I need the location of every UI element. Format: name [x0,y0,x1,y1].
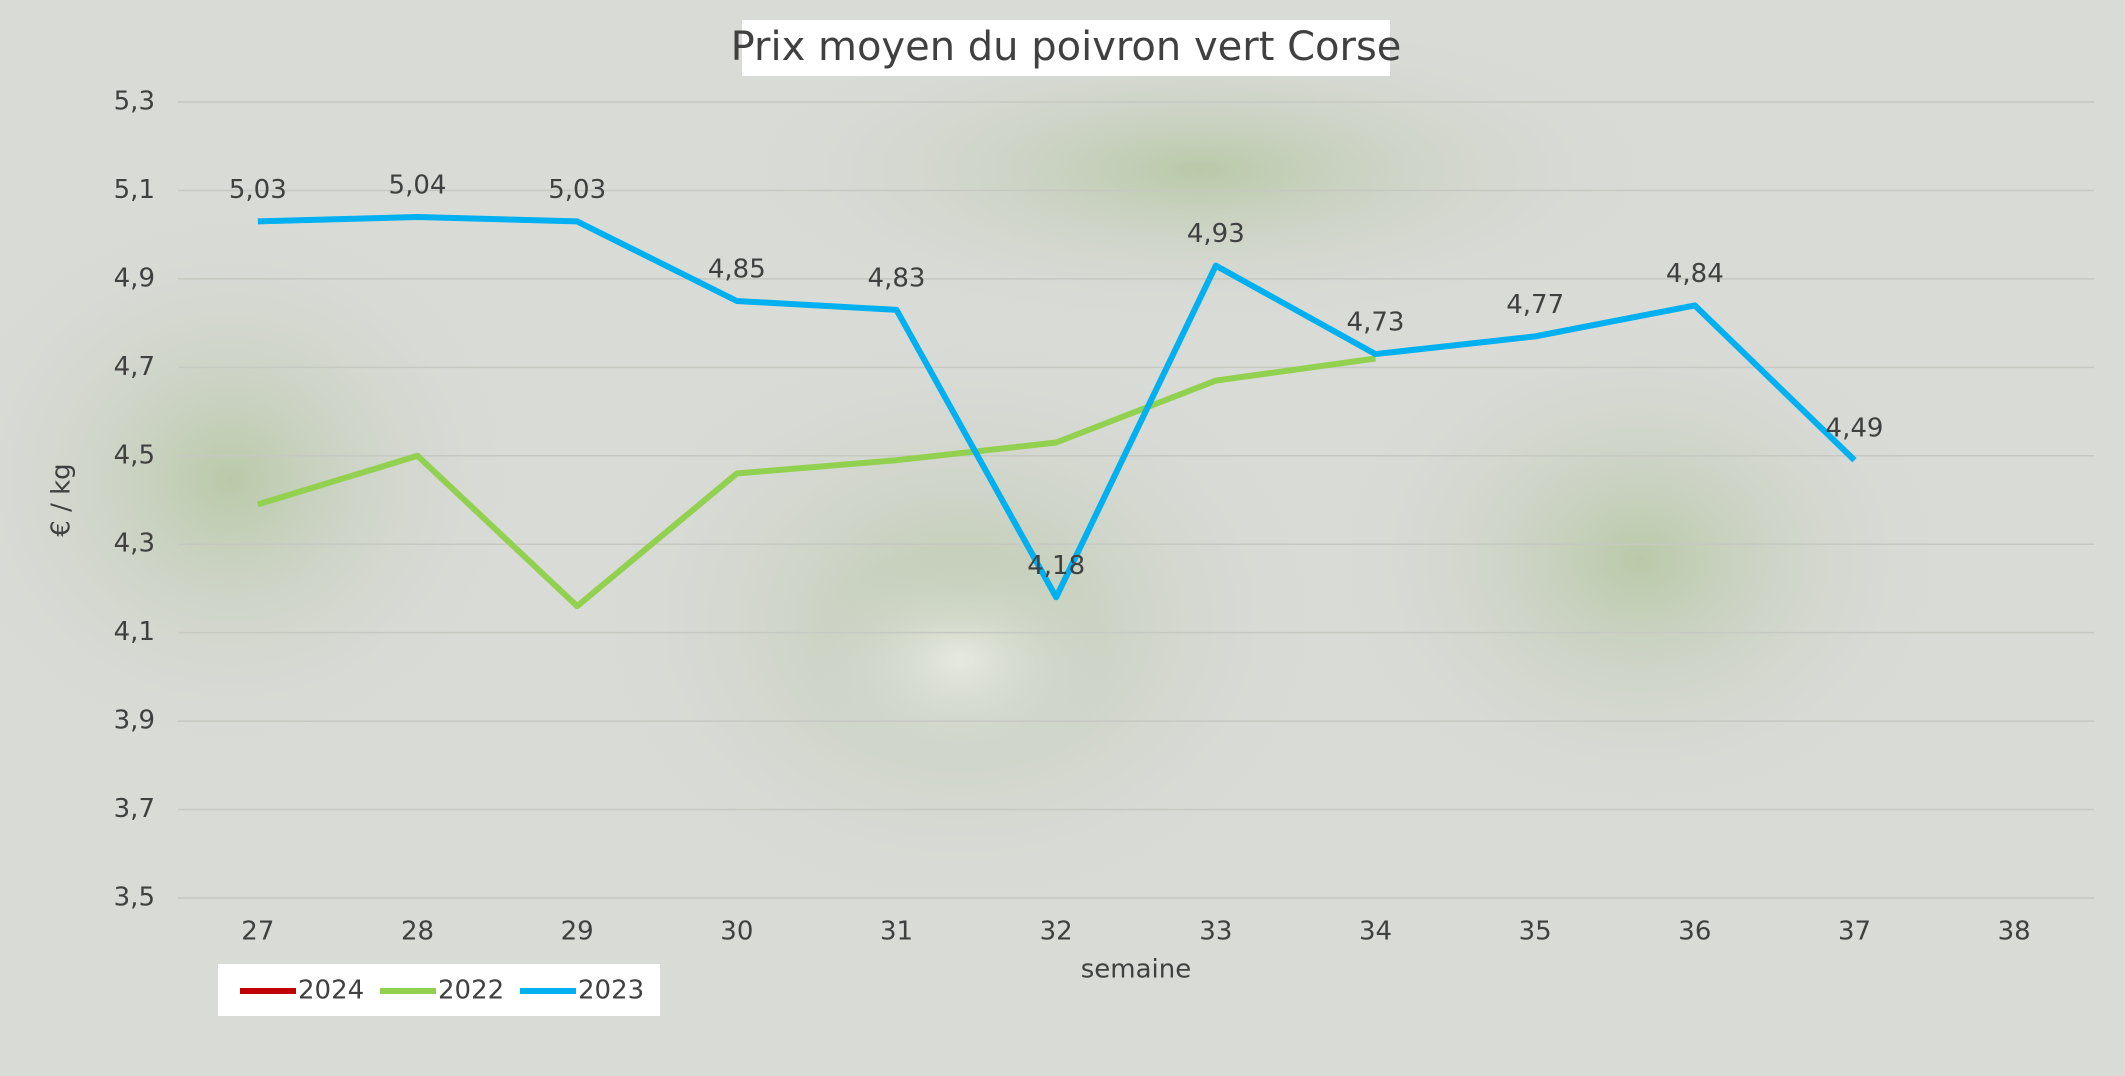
data-label: 4,85 [708,255,766,285]
background-decoration [720,10,1680,330]
y-tick-label: 3,7 [114,794,155,824]
data-label: 5,04 [389,170,447,200]
x-tick-label: 34 [1359,917,1392,947]
y-tick-label: 4,9 [114,263,155,293]
x-tick-label: 35 [1519,917,1552,947]
data-label: 5,03 [229,175,287,205]
legend-label: 2023 [578,976,644,1006]
x-tick-label: 38 [1998,917,2031,947]
y-tick-label: 3,9 [114,706,155,736]
y-tick-label: 4,5 [114,440,155,470]
legend-label: 2024 [298,976,364,1006]
y-tick-label: 3,5 [114,883,155,913]
x-tick-label: 30 [720,917,753,947]
series-line [256,355,1376,610]
data-label: 5,03 [548,175,606,205]
background-decoration [1320,300,1960,820]
x-tick-label: 33 [1199,917,1232,947]
x-tick-label: 29 [561,917,594,947]
x-tick-label: 36 [1678,917,1711,947]
x-tick-label: 37 [1838,917,1871,947]
y-tick-label: 5,1 [114,175,155,205]
data-label: 4,93 [1187,219,1245,249]
x-tick-label: 28 [401,917,434,947]
data-label: 4,49 [1826,414,1884,444]
y-tick-label: 4,7 [114,352,155,382]
data-label: 4,73 [1347,308,1405,338]
chart-title: Prix moyen du poivron vert Corse [731,24,1402,70]
y-axis-title: € / kg [47,463,77,536]
data-label: 4,83 [868,263,926,293]
background-decoration [810,550,1110,770]
y-tick-label: 5,3 [114,87,155,117]
background-decoration [0,200,530,760]
title-box [742,20,1390,76]
data-label: 4,77 [1506,290,1564,320]
x-tick-label: 31 [880,917,913,947]
y-tick-label: 4,1 [114,617,155,647]
x-axis-title: semaine [1081,955,1192,985]
x-tick-label: 27 [241,917,274,947]
series-line [257,213,1857,601]
legend-label: 2022 [438,976,504,1006]
x-tick-label: 32 [1040,917,1073,947]
data-label: 4,18 [1027,551,1085,581]
data-label: 4,84 [1666,259,1724,289]
y-tick-label: 4,3 [114,529,155,559]
